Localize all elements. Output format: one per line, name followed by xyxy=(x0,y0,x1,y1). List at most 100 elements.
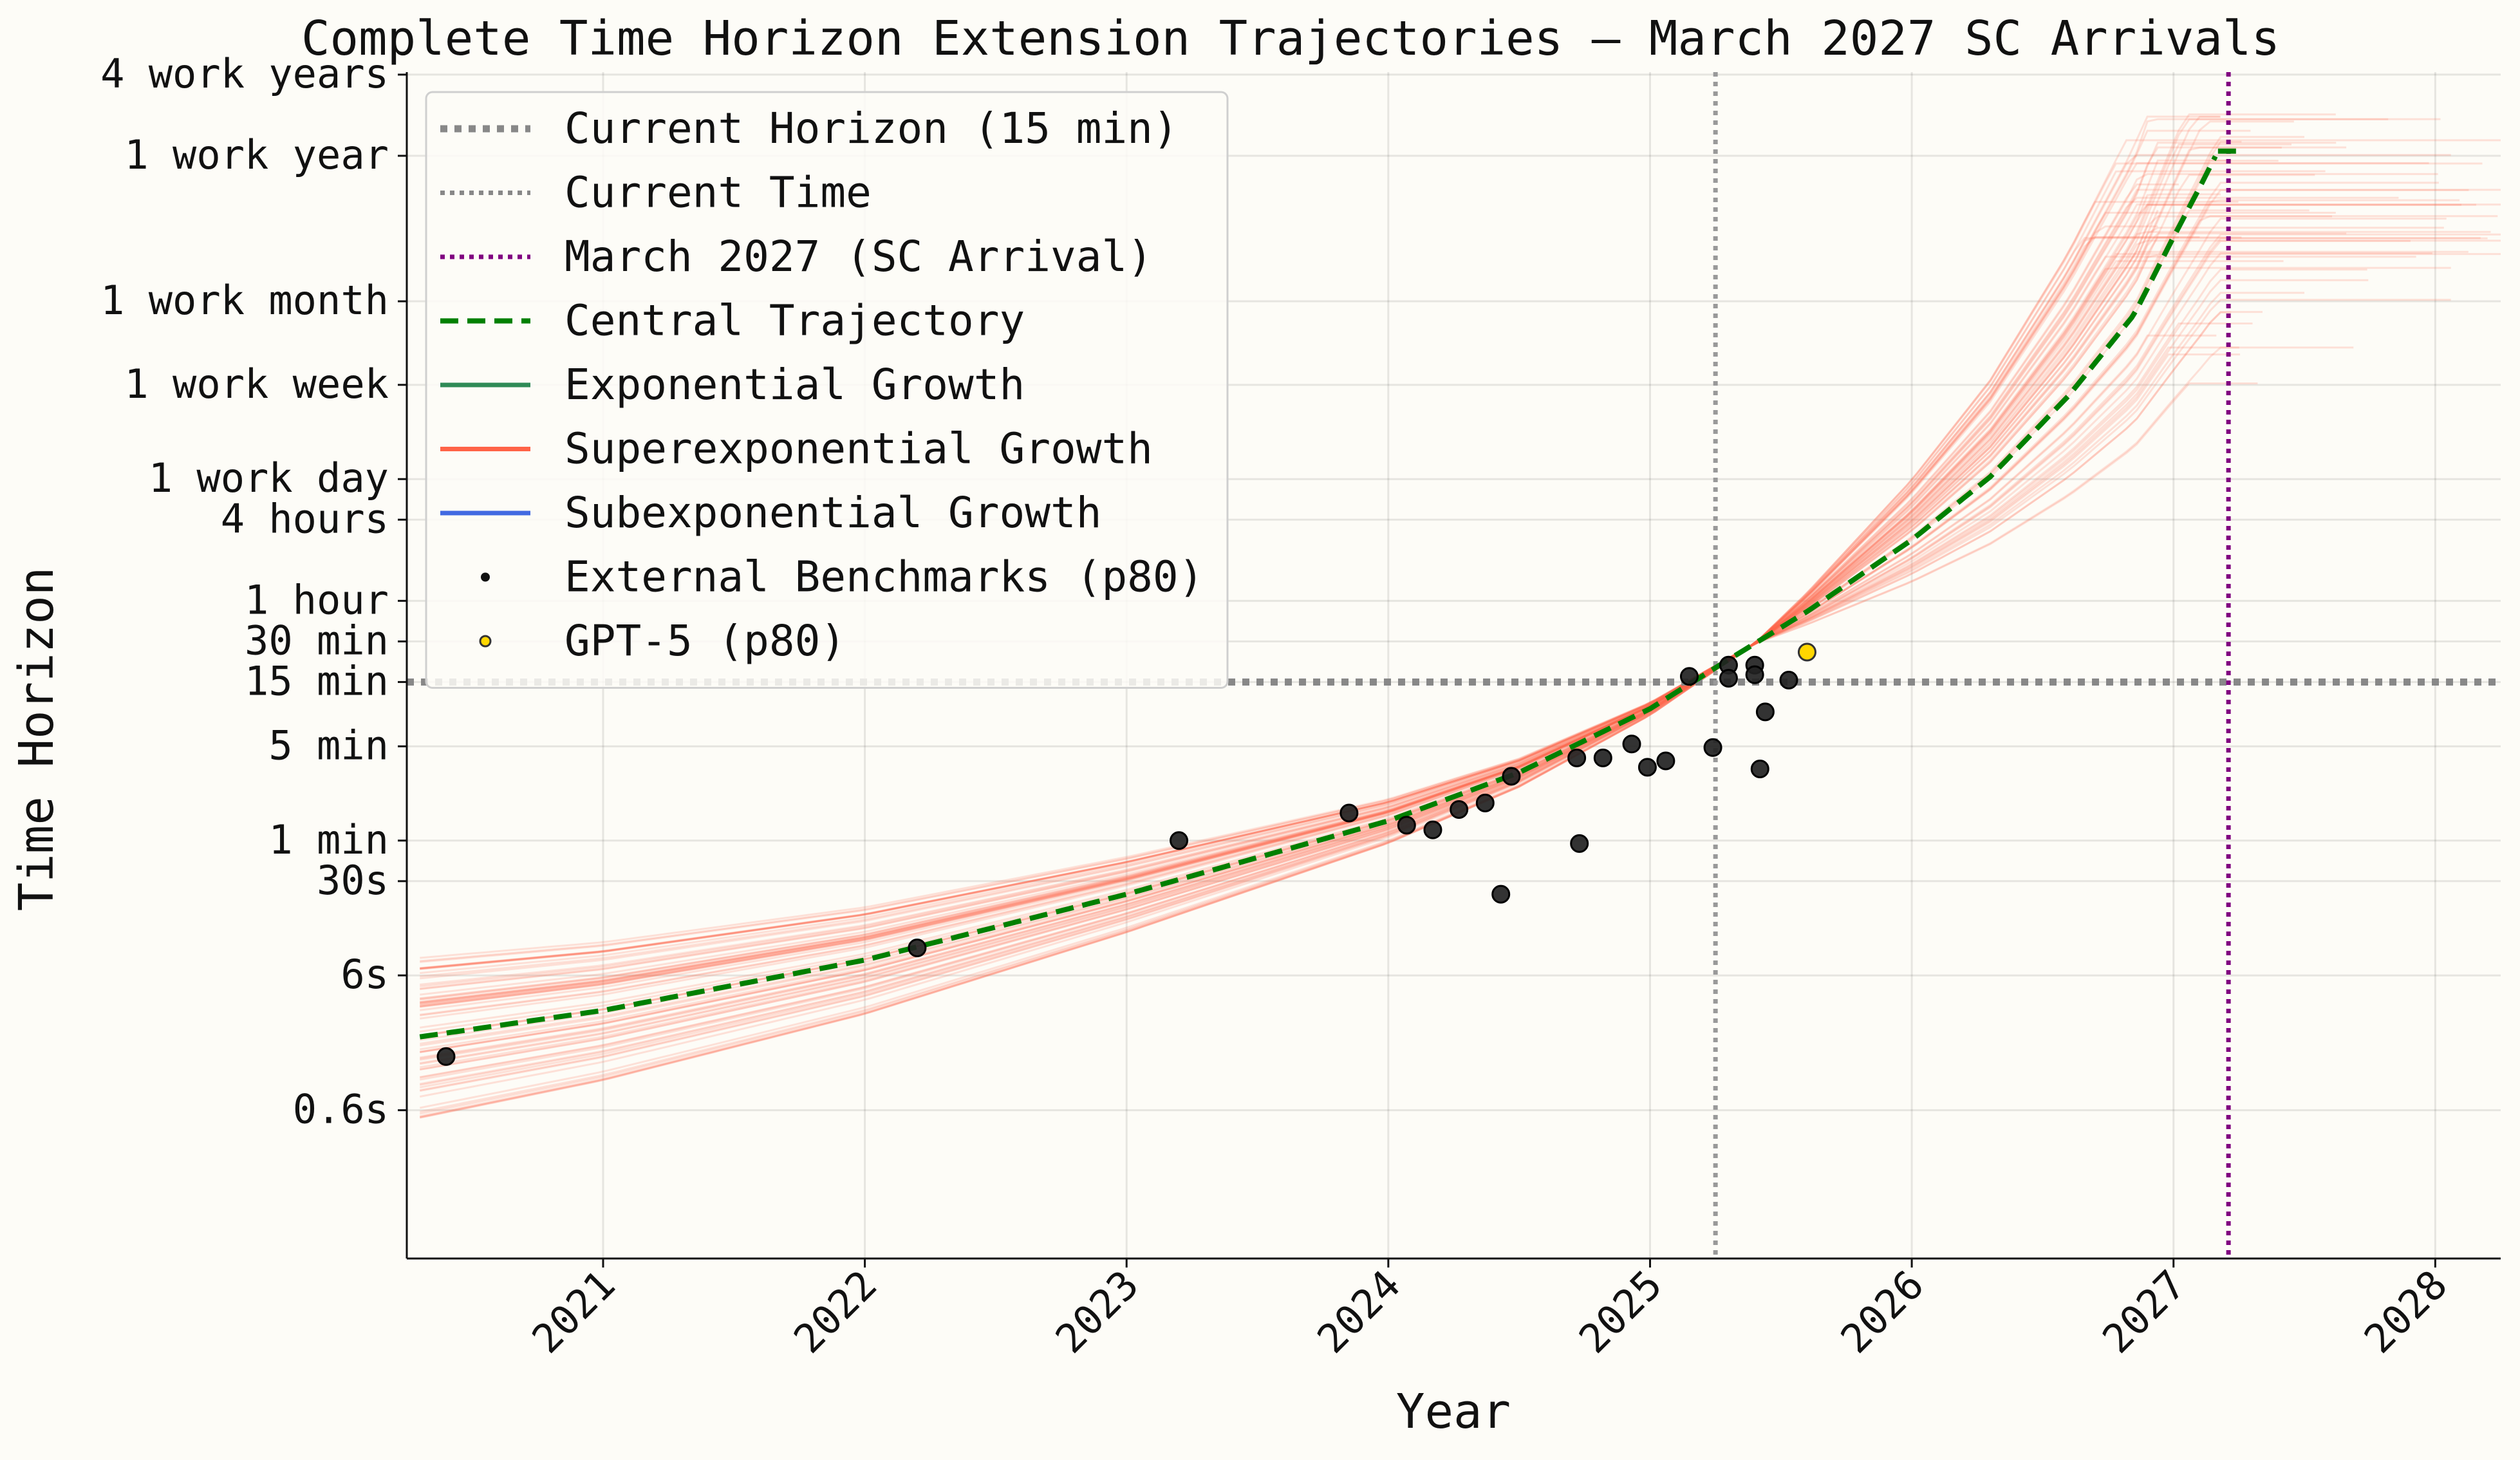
y-tick-label: 1 min xyxy=(268,816,389,863)
benchmark-point xyxy=(1779,670,1798,689)
y-tick-label: 15 min xyxy=(245,657,389,704)
superexponential-trajectory xyxy=(420,193,2221,1086)
x-axis-title: Year xyxy=(1396,1384,1511,1439)
superexponential-trajectory xyxy=(420,227,2444,962)
legend-label: Current Horizon (15 min) xyxy=(565,104,1179,153)
superexponential-trajectory xyxy=(420,139,2501,980)
legend-label: GPT-5 (p80) xyxy=(565,616,846,666)
legend-label: Central Trajectory xyxy=(565,296,1025,346)
superexponential-trajectory xyxy=(420,129,2251,991)
superexponential-trajectory xyxy=(420,252,2432,970)
superexponential-trajectory xyxy=(420,118,2389,1011)
central-trajectory-line xyxy=(419,148,2245,1040)
legend-label: Subexponential Growth xyxy=(565,488,1101,538)
superexponential-trajectory xyxy=(420,225,2158,1001)
superexponential-trajectory xyxy=(420,353,2241,1113)
superexponential-trajectory xyxy=(420,250,2469,987)
benchmark-point xyxy=(1570,834,1589,853)
superexponential-trajectory xyxy=(420,299,2451,990)
superexponential-trajectory xyxy=(420,236,2242,1119)
benchmark-point xyxy=(1475,793,1495,812)
superexponential-trajectory xyxy=(420,237,2481,1000)
superexponential-trajectory xyxy=(420,173,2438,963)
superexponential-trajectory xyxy=(420,279,2369,1016)
y-tick-label: 1 work day xyxy=(149,454,389,501)
superexponential-trajectory xyxy=(420,212,2336,1054)
chart-title: Complete Time Horizon Extension Trajecto… xyxy=(301,11,2280,66)
y-tick-label: 1 work year xyxy=(124,131,389,178)
central-trajectory-layer xyxy=(419,148,2245,1040)
superexponential-trajectory xyxy=(420,236,2200,1007)
superexponential-trajectory xyxy=(420,203,2461,1037)
superexponential-trajectory xyxy=(420,323,2253,1006)
y-tick-label: 4 hours xyxy=(221,495,389,542)
legend-swatch-dot xyxy=(481,572,490,582)
y-tick-label: 0.6s xyxy=(293,1086,389,1133)
benchmark-point xyxy=(1750,759,1769,778)
benchmark-point xyxy=(1656,751,1675,771)
benchmark-points xyxy=(436,642,1816,1066)
gpt5-point xyxy=(1797,642,1816,662)
legend: Current Horizon (15 min) Current Time Marc… xyxy=(425,91,1229,689)
superexponential-trajectory xyxy=(420,230,2491,1008)
superexponential-trajectory xyxy=(420,162,2429,1045)
superexponential-trajectory xyxy=(420,115,2220,1016)
legend-label: Superexponential Growth xyxy=(565,424,1153,474)
benchmark-point xyxy=(1679,667,1699,686)
superexponential-trajectory xyxy=(420,233,2501,1008)
superexponential-trajectory xyxy=(420,253,2501,1064)
superexponential-trajectory xyxy=(420,292,2304,975)
superexponential-trajectory xyxy=(420,146,2282,1071)
axes xyxy=(398,72,2501,1268)
superexponential-trajectory xyxy=(420,215,2498,1059)
legend-label: Current Time xyxy=(565,168,872,218)
benchmark-point xyxy=(1755,702,1775,722)
superexponential-trajectory xyxy=(420,203,2501,1079)
benchmark-point xyxy=(1638,758,1657,777)
superexponential-trajectory xyxy=(420,174,2315,1053)
benchmark-point xyxy=(1491,884,1511,904)
superexponential-trajectory xyxy=(420,267,2451,1098)
superexponential-trajectory xyxy=(419,239,2501,1118)
superexponential-trajectory xyxy=(420,232,2347,1065)
benchmark-point xyxy=(1593,748,1612,767)
superexponential-trajectory xyxy=(420,189,2469,1033)
y-tick-label: 30s xyxy=(317,857,389,904)
superexponential-trajectory xyxy=(420,118,2441,970)
superexponential-trajectory xyxy=(420,260,2284,1081)
benchmark-point xyxy=(1502,767,1521,786)
y-tick-label: 6s xyxy=(341,951,389,998)
superexponential-trajectory xyxy=(420,154,2451,986)
superexponential-trajectory xyxy=(420,146,2347,1115)
superexponential-trajectory xyxy=(420,143,2291,1119)
y-tick-label: 30 min xyxy=(245,617,389,664)
benchmark-point xyxy=(1170,831,1189,850)
benchmark-point xyxy=(1339,803,1359,823)
legend-label: External Benchmarks (p80) xyxy=(565,552,1204,602)
superexponential-trajectory xyxy=(420,254,2158,1004)
y-tick-label: 4 work years xyxy=(100,50,389,97)
benchmark-point xyxy=(908,938,927,957)
superexponential-trajectory xyxy=(420,203,2476,1051)
superexponential-trajectory xyxy=(420,218,2447,978)
superexponential-trajectory xyxy=(420,236,2179,969)
superexponential-trajectory xyxy=(420,170,2326,1004)
superexponential-trajectory xyxy=(420,120,2294,1004)
benchmark-point xyxy=(436,1047,456,1066)
superexponential-trajectory xyxy=(420,346,2354,1118)
superexponential-trajectory xyxy=(420,268,2367,1047)
benchmark-point xyxy=(1703,738,1722,757)
benchmark-point xyxy=(1745,665,1764,684)
superexponential-trajectory xyxy=(420,256,2416,1006)
legend-box xyxy=(425,91,1229,689)
superexponential-trajectory xyxy=(420,334,2217,996)
superexponential-trajectory xyxy=(420,136,2304,959)
superexponential-trajectory xyxy=(420,113,2336,1007)
benchmark-point xyxy=(1567,748,1587,767)
superexponential-trajectory xyxy=(420,215,2332,1078)
legend-label: Exponential Growth xyxy=(565,360,1025,409)
benchmark-point xyxy=(1622,735,1641,754)
superexponential-trajectory xyxy=(420,196,2399,969)
legend-swatch-gpt5 xyxy=(479,635,492,648)
